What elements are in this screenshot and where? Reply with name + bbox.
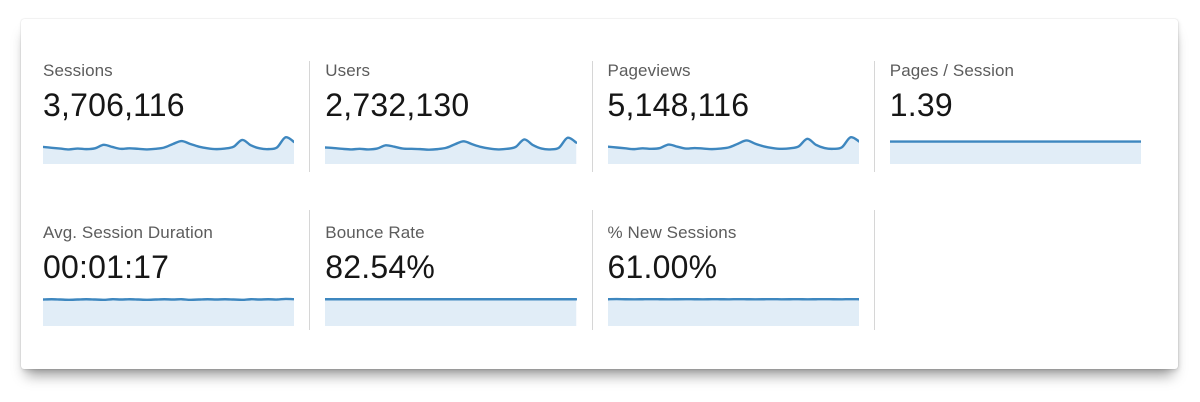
metric-card-avg-session-duration[interactable]: Avg. Session Duration 00:01:17 xyxy=(43,210,309,330)
metric-label: Avg. Session Duration xyxy=(43,223,213,242)
users-sparkline-chart xyxy=(325,130,577,164)
metric-label: Pageviews xyxy=(607,61,691,80)
metric-card-bounce-rate[interactable]: Bounce Rate 82.54% xyxy=(309,210,591,330)
bounce-rate-sparkline-chart xyxy=(325,292,577,326)
metric-value: 61.00% xyxy=(607,249,718,285)
metric-label: Bounce Rate xyxy=(325,223,425,242)
metric-value: 00:01:17 xyxy=(43,249,170,285)
metric-label: Users xyxy=(325,61,371,80)
metric-card-pages-per-session[interactable]: Pages / Session 1.39 xyxy=(873,61,1156,172)
metric-card-sessions[interactable]: Sessions 3,706,116 xyxy=(43,61,309,172)
pages-per-session-sparkline-chart xyxy=(889,130,1141,164)
sessions-sparkline-chart xyxy=(43,130,295,164)
metric-value: 2,732,130 xyxy=(325,87,470,123)
metric-card-pageviews[interactable]: Pageviews 5,148,116 xyxy=(591,61,874,172)
analytics-overview-panel: Sessions 3,706,116 Users 2,732,130 Pagev… xyxy=(21,19,1178,369)
metric-value: 82.54% xyxy=(325,249,435,285)
pageviews-sparkline-chart xyxy=(607,130,859,164)
empty-metric-slot xyxy=(873,210,1156,330)
metric-label: Sessions xyxy=(43,61,113,80)
metric-label: % New Sessions xyxy=(607,223,737,242)
metric-label: Pages / Session xyxy=(889,61,1015,80)
percent-new-sessions-sparkline-chart xyxy=(607,292,859,326)
metric-value: 1.39 xyxy=(889,87,953,123)
avg-session-duration-sparkline-chart xyxy=(43,292,295,326)
metric-value: 3,706,116 xyxy=(43,87,185,123)
metrics-row-1: Sessions 3,706,116 Users 2,732,130 Pagev… xyxy=(43,61,1156,172)
metrics-row-2: Avg. Session Duration 00:01:17 Bounce Ra… xyxy=(43,210,1156,330)
metric-card-percent-new-sessions[interactable]: % New Sessions 61.00% xyxy=(591,210,874,330)
metric-value: 5,148,116 xyxy=(607,87,750,123)
metric-card-users[interactable]: Users 2,732,130 xyxy=(309,61,591,172)
